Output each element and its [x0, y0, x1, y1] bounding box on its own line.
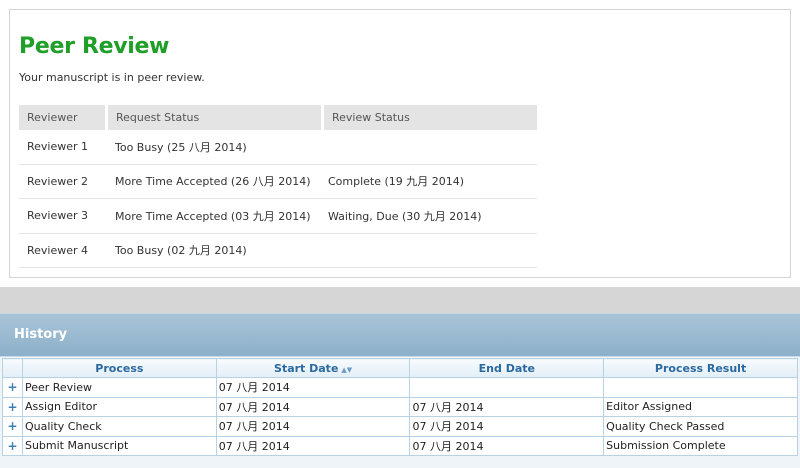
history-row: + Submit Manuscript 07 八月 2014 07 八月 201… [2, 435, 798, 456]
reviewer-name: Reviewer 4 [27, 243, 89, 257]
column-header-review-status: Review Status [324, 105, 537, 130]
history-row: + Assign Editor 07 八月 2014 07 八月 2014 Ed… [2, 396, 798, 417]
peer-review-panel: Peer Review Your manuscript is in peer r… [9, 9, 791, 278]
history-start-date: 07 八月 2014 [215, 435, 411, 456]
history-process: Peer Review [21, 377, 217, 398]
history-end-date: 07 八月 2014 [409, 435, 605, 456]
history-panel: Process Start Date ▲▼ End Date Process Re… [0, 356, 800, 468]
reviewer-row: Reviewer 1 Too Busy (25 八月 2014) [19, 130, 537, 165]
expand-row-icon[interactable]: + [2, 377, 23, 398]
history-process: Assign Editor [21, 396, 217, 417]
expand-row-icon[interactable]: + [2, 435, 23, 456]
column-header-process-result[interactable]: Process Result [603, 358, 798, 378]
history-result: Quality Check Passed [603, 416, 798, 437]
reviewer-row: Reviewer 3 More Time Accepted (03 九月 201… [19, 199, 537, 234]
history-header[interactable]: History [0, 313, 800, 356]
expand-row-icon[interactable]: + [2, 396, 23, 417]
history-start-date: 07 八月 2014 [215, 377, 411, 398]
reviewer-table-header: Reviewer Request Status Review Status [19, 105, 537, 130]
history-title: History [14, 327, 68, 342]
request-status: Too Busy (25 八月 2014) [115, 140, 247, 154]
sort-icon: ▲▼ [341, 365, 353, 374]
column-header-process[interactable]: Process [21, 358, 217, 378]
reviewer-name: Reviewer 3 [27, 209, 89, 223]
history-process: Quality Check [21, 416, 217, 437]
history-row: + Quality Check 07 八月 2014 07 八月 2014 Qu… [2, 416, 798, 437]
section-divider [0, 287, 800, 313]
peer-review-subtitle: Your manuscript is in peer review. [19, 71, 205, 84]
expand-column-header [2, 358, 23, 378]
column-header-start-date[interactable]: Start Date ▲▼ [215, 358, 411, 378]
reviewer-name: Reviewer 1 [27, 140, 89, 154]
column-header-end-date[interactable]: End Date [409, 358, 605, 378]
history-end-date [409, 377, 605, 398]
history-end-date: 07 八月 2014 [409, 396, 605, 417]
request-status: Too Busy (02 九月 2014) [115, 244, 247, 258]
history-end-date: 07 八月 2014 [409, 416, 605, 437]
history-grid-header: Process Start Date ▲▼ End Date Process Re… [2, 358, 798, 378]
history-grid: Process Start Date ▲▼ End Date Process Re… [2, 358, 798, 456]
reviewer-row: Reviewer 4 Too Busy (02 九月 2014) [19, 234, 537, 268]
reviewer-name: Reviewer 2 [27, 174, 89, 188]
request-status: More Time Accepted (26 八月 2014) [115, 175, 311, 189]
request-status: More Time Accepted (03 九月 2014) [115, 209, 311, 223]
history-result [603, 377, 798, 398]
history-result: Submission Complete [603, 435, 798, 456]
column-header-reviewer: Reviewer [19, 105, 105, 130]
review-status: Complete (19 九月 2014) [328, 175, 465, 189]
peer-review-title: Peer Review [19, 34, 170, 59]
history-start-date: 07 八月 2014 [215, 396, 411, 417]
expand-row-icon[interactable]: + [2, 416, 23, 437]
column-header-request-status: Request Status [108, 105, 321, 130]
history-start-date: 07 八月 2014 [215, 416, 411, 437]
history-result: Editor Assigned [603, 396, 798, 417]
reviewer-table: Reviewer Request Status Review Status Re… [19, 105, 537, 268]
history-process: Submit Manuscript [21, 435, 217, 456]
reviewer-row: Reviewer 2 More Time Accepted (26 八月 201… [19, 165, 537, 199]
history-row: + Peer Review 07 八月 2014 [2, 377, 798, 398]
review-status: Waiting, Due (30 九月 2014) [328, 209, 482, 223]
